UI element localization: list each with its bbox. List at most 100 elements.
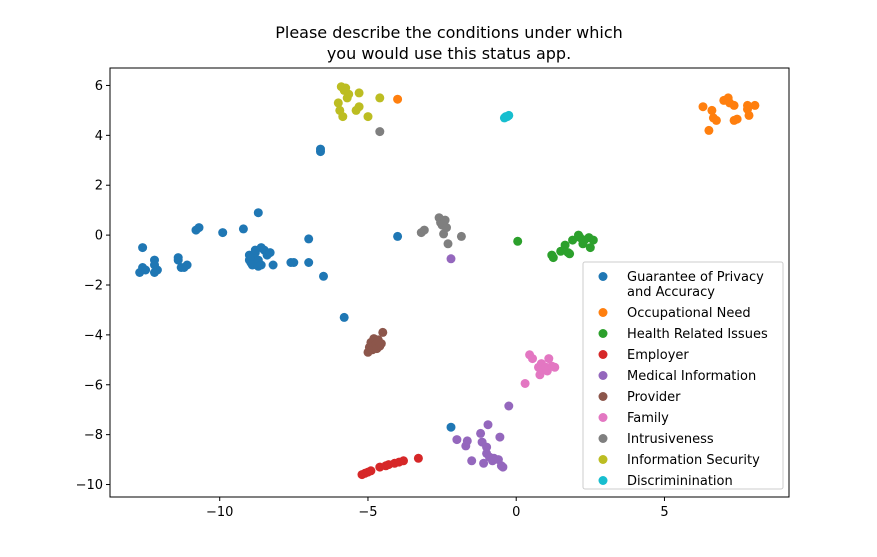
point-series-4-3	[462, 436, 472, 446]
point-series-9-3	[504, 110, 514, 120]
point-series-4-0	[446, 254, 456, 264]
legend-label-6: Family	[627, 411, 669, 426]
point-series-0-31	[253, 208, 263, 218]
data-points	[135, 82, 760, 480]
point-series-7-8	[442, 223, 451, 233]
y-tick-label-8: 6	[95, 79, 103, 94]
point-series-8-0	[333, 98, 343, 108]
point-series-1-11	[732, 114, 742, 124]
y-tick-label-0: −10	[76, 478, 103, 493]
point-series-2-0	[513, 236, 523, 246]
y-tick-label-1: −8	[84, 428, 103, 443]
point-series-4-15	[495, 432, 505, 442]
legend-box	[582, 261, 784, 490]
point-series-0-2	[141, 265, 151, 275]
y-tick-label-7: 4	[95, 129, 103, 144]
point-series-8-3	[338, 112, 348, 122]
point-series-0-27	[256, 260, 266, 270]
point-series-7-2	[419, 225, 429, 235]
legend-marker-0	[598, 272, 608, 281]
y-tick-label-2: −6	[84, 378, 103, 393]
point-series-3-3	[366, 466, 376, 476]
x-tick-label-2: 0	[512, 505, 520, 520]
legend: Guarantee of Privacy and Accuracy Occupati…	[582, 261, 784, 490]
point-series-6-2	[528, 354, 537, 364]
point-series-2-7	[568, 235, 578, 245]
point-series-1-5	[704, 125, 714, 135]
x-tick-label-3: 5	[660, 505, 668, 520]
legend-label-3: Employer	[627, 348, 689, 363]
legend-label-9: Discriminination	[627, 474, 733, 489]
point-series-7-0	[375, 127, 385, 137]
point-series-2-6	[565, 249, 575, 259]
point-series-2-4	[560, 240, 570, 250]
point-series-4-1	[452, 435, 462, 445]
point-series-0-42	[446, 422, 456, 432]
y-tick-label-3: −4	[84, 328, 103, 343]
point-series-8-9	[354, 88, 364, 98]
x-tick-label-1: −5	[358, 505, 377, 520]
point-series-0-15	[218, 228, 228, 238]
chart-title-line-2: you would use this status app.	[327, 44, 571, 63]
point-series-1-0	[393, 94, 403, 104]
axes: −10 −5 0 5 −10 −8 −6 −4 −2 0 2 4 6	[76, 79, 669, 520]
legend-marker-3	[598, 350, 608, 359]
legend-label-0: Guarantee of Privacy and Accuracy	[627, 270, 764, 300]
y-tick-label-5: 0	[95, 229, 103, 244]
point-series-7-7	[440, 215, 450, 225]
point-series-8-10	[354, 102, 364, 112]
point-series-0-40	[339, 312, 349, 322]
point-series-8-12	[375, 93, 385, 103]
point-series-0-39	[319, 271, 328, 281]
point-series-0-9	[173, 255, 183, 265]
point-series-4-10	[483, 420, 493, 430]
legend-marker-9	[598, 476, 608, 485]
legend-marker-6	[598, 413, 608, 422]
point-series-4-17	[498, 462, 508, 472]
legend-label-1: Occupational Need	[627, 306, 751, 321]
point-series-0-38	[316, 144, 325, 154]
legend-label-7: Intrusiveness	[627, 432, 714, 447]
legend-label-5: Provider	[627, 390, 681, 405]
point-series-3-10	[413, 453, 423, 463]
point-series-7-10	[456, 231, 466, 241]
point-series-2-2	[548, 253, 558, 263]
point-series-0-32	[268, 260, 278, 270]
point-series-0-41	[393, 231, 403, 241]
y-tick-label-6: 2	[95, 179, 103, 194]
chart-title-line-1: Please describe the conditions under whi…	[275, 23, 623, 42]
legend-label-8: Information Security	[627, 453, 760, 468]
point-series-4-8	[482, 442, 492, 452]
point-series-0-16	[238, 224, 248, 234]
point-series-0-12	[182, 260, 192, 270]
point-series-7-9	[443, 239, 453, 249]
point-series-1-14	[744, 110, 754, 120]
legend-marker-8	[598, 455, 608, 464]
point-series-1-4	[711, 115, 721, 125]
x-tick-label-0: −10	[206, 505, 233, 520]
point-series-8-7	[344, 89, 354, 99]
legend-marker-4	[598, 371, 608, 380]
plot-frame	[109, 67, 790, 498]
point-series-2-14	[588, 235, 598, 245]
point-series-4-18	[504, 401, 514, 411]
point-series-1-9	[729, 100, 739, 110]
legend-marker-1	[598, 308, 608, 317]
y-tick-label-4: −2	[84, 278, 103, 293]
point-series-0-3	[138, 243, 148, 253]
legend-marker-2	[598, 329, 608, 338]
point-series-4-7	[479, 458, 489, 468]
legend-label-2: Health Related Issues	[627, 327, 768, 342]
point-series-0-30	[265, 248, 275, 258]
point-series-1-1	[698, 102, 708, 112]
point-series-8-11	[363, 112, 373, 122]
point-series-0-7	[150, 268, 159, 277]
point-series-0-36	[304, 258, 314, 267]
point-series-1-2	[707, 105, 717, 115]
point-series-3-9	[399, 456, 408, 466]
point-series-5-9	[376, 339, 386, 349]
legend-marker-7	[598, 434, 608, 443]
legend-marker-5	[598, 392, 608, 401]
point-series-4-5	[476, 428, 486, 438]
